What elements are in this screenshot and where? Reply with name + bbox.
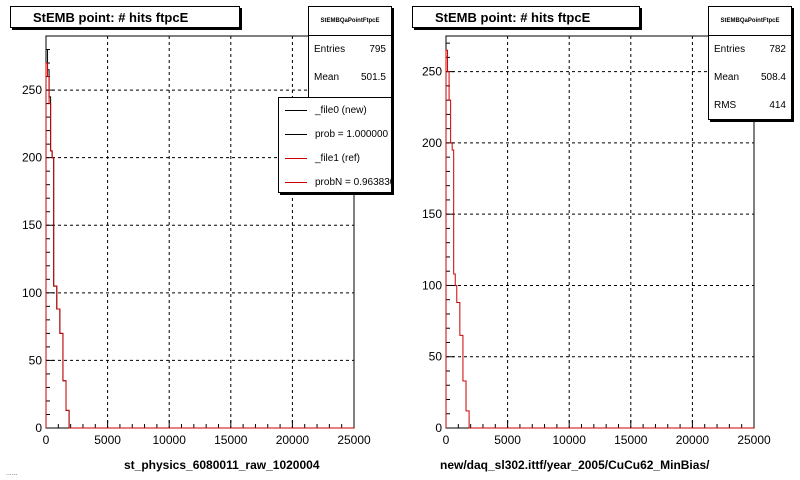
left-y-tick-label: 100 xyxy=(22,286,42,300)
right-plot-frame xyxy=(445,35,755,429)
left-panel: 0 50 100 150 200 250 0 5000 10000 15000 20000 25000… xyxy=(10,6,392,472)
legend-label-prob: prob = 1.000000 xyxy=(315,128,389,140)
right-panel: 0 50 100 150 200 250 0 5000 10000 15000 20000 25000… xyxy=(400,0,800,480)
right-y-tick-label: 150 xyxy=(422,207,442,221)
right-chart-title: StEMB point: # hits ftpcE xyxy=(412,6,640,28)
left-y-tick-label: 0 xyxy=(35,421,42,435)
legend-label-file0: _file0 (new) xyxy=(315,104,367,116)
right-stats-rms-label: RMS xyxy=(714,100,737,111)
legend-label-file1: _file1 (ref) xyxy=(315,152,361,164)
right-x-axis-title: new/daq_sl302.ittf/year_2005/CuCu62_MinB… xyxy=(440,458,710,472)
right-histogram-chart: 0 50 100 150 200 250 0 5000 10000 15000 20000 25000 xyxy=(422,35,771,447)
left-stats-mean-value: 501.5 xyxy=(360,72,386,83)
left-x-tick-label: 20000 xyxy=(276,433,310,447)
left-x-tick-label: 15000 xyxy=(214,433,248,447)
legend-swatch-prob xyxy=(285,133,307,135)
legend-item-file0: _file0 (new) xyxy=(279,98,391,122)
right-stats-mean-value: 508.4 xyxy=(760,72,786,83)
legend-item-file1: _file1 (ref) xyxy=(279,146,391,170)
left-stats-mean-label: Mean xyxy=(314,72,340,83)
right-stats-row-entries: Entries 782 xyxy=(709,36,791,64)
legend-swatch-file0 xyxy=(285,109,307,111)
right-stats-title: StEMBQaPointFtpcE xyxy=(709,7,791,36)
legend-swatch-file1 xyxy=(285,157,307,159)
left-y-tick-label: 50 xyxy=(29,353,43,367)
right-histogram-series-0 xyxy=(445,49,754,429)
right-stats-row-rms: RMS 414 xyxy=(709,92,791,120)
left-stats-box: StEMBQaPointFtpcE Entries 795 Mean 501.5 xyxy=(308,6,392,98)
right-y-tick-label: 50 xyxy=(429,350,443,364)
right-stats-mean-label: Mean xyxy=(714,72,740,83)
right-x-tick-label: 0 xyxy=(443,433,450,447)
left-histogram-series-1 xyxy=(45,62,354,429)
right-stats-box: StEMBQaPointFtpcE Entries 782 Mean 508.4… xyxy=(708,6,792,120)
left-x-tick-label: 5000 xyxy=(94,433,121,447)
left-stats-title: StEMBQaPointFtpcE xyxy=(309,7,391,36)
left-legend: _file0 (new) prob = 1.000000 _file1 (ref… xyxy=(278,97,392,193)
right-y-tick-label: 0 xyxy=(435,421,442,435)
right-x-tick-label: 20000 xyxy=(676,433,710,447)
legend-swatch-probn xyxy=(285,181,307,183)
right-stats-entries-label: Entries xyxy=(714,44,746,55)
right-y-tick-label: 250 xyxy=(422,65,442,79)
left-x-axis-title: st_physics_6080011_raw_1020004 xyxy=(124,458,320,472)
legend-label-probn: probN = 0.963830 xyxy=(315,176,392,188)
left-x-tick-label: 10000 xyxy=(153,433,187,447)
legend-item-probn: probN = 0.963830 xyxy=(279,170,392,192)
left-stats-row-mean: Mean 501.5 xyxy=(309,64,391,92)
left-x-tick-label: 0 xyxy=(43,433,50,447)
left-y-tick-label: 150 xyxy=(22,218,42,232)
right-x-tick-label: 25000 xyxy=(737,433,771,447)
footer-text: ...... xyxy=(6,470,18,477)
legend-item-prob: prob = 1.000000 xyxy=(279,122,391,146)
right-x-tick-label: 5000 xyxy=(494,433,521,447)
right-stats-row-mean: Mean 508.4 xyxy=(709,64,791,92)
left-x-tick-label: 25000 xyxy=(337,433,371,447)
right-y-tick-label: 200 xyxy=(422,136,442,150)
left-y-tick-label: 200 xyxy=(22,151,42,165)
right-y-tick-label: 100 xyxy=(422,278,442,292)
left-y-tick-label: 250 xyxy=(22,83,42,97)
left-stats-entries-label: Entries xyxy=(314,44,346,55)
left-stats-row-entries: Entries 795 xyxy=(309,36,391,64)
right-stats-entries-value: 782 xyxy=(769,44,786,55)
left-stats-entries-value: 795 xyxy=(369,44,386,55)
right-stats-rms-value: 414 xyxy=(769,100,786,111)
right-x-tick-label: 10000 xyxy=(553,433,587,447)
right-x-tick-label: 15000 xyxy=(614,433,648,447)
left-chart-title: StEMB point: # hits ftpcE xyxy=(10,6,240,28)
